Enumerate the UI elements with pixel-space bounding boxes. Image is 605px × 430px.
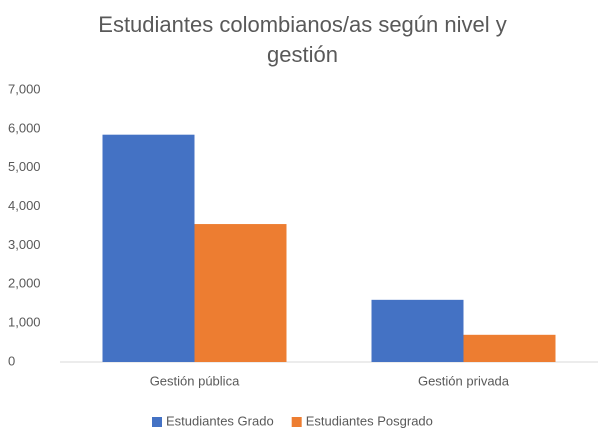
y-tick-label: 1,000: [8, 315, 41, 330]
y-tick-label: 3,000: [8, 237, 41, 252]
x-tick-label: Gestión pública: [150, 373, 240, 388]
x-tick-label: Gestión privada: [418, 373, 510, 388]
y-tick-label: 4,000: [8, 198, 41, 213]
bar: [463, 334, 556, 362]
y-tick-label: 7,000: [8, 81, 41, 96]
y-tick-label: 6,000: [8, 120, 41, 135]
bar: [194, 224, 287, 362]
bar: [371, 299, 464, 362]
y-tick-label: 0: [8, 353, 15, 368]
legend-label: Estudiantes Grado: [166, 413, 274, 428]
bar: [102, 134, 195, 362]
legend-swatch: [291, 417, 302, 427]
y-tick-label: 2,000: [8, 276, 41, 291]
legend-swatch: [152, 417, 162, 427]
legend-label: Estudiantes Posgrado: [306, 413, 433, 428]
chart-title: Estudiantes colombianos/as según nivel y…: [98, 12, 507, 67]
y-tick-label: 5,000: [8, 159, 41, 174]
